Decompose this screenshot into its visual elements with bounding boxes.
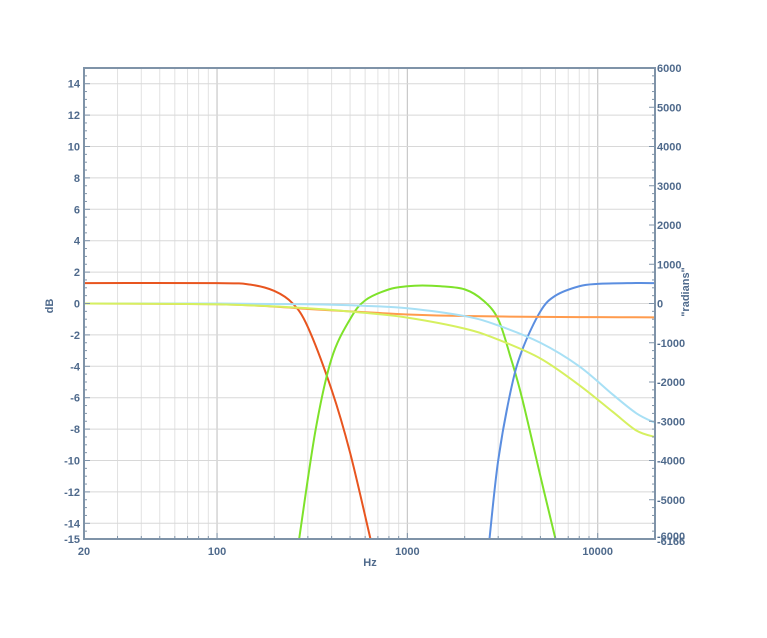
y-tick-label: -14 [64, 518, 81, 530]
y2-tick-label: 4000 [657, 142, 681, 154]
y2-tick-label: -6000 [657, 531, 685, 543]
y2-tick-label: 6000 [657, 63, 681, 75]
series-line-3 [488, 282, 655, 539]
y-tick-label: -8 [70, 424, 80, 436]
y-tick-label: 6 [74, 204, 80, 216]
series-line-5 [84, 302, 655, 424]
axes: 14121086420-2-4-6-8-10-12-14-15600050004… [64, 63, 685, 558]
y-tick-label: -12 [64, 487, 80, 499]
x-tick-label: 10000 [582, 546, 613, 558]
y2-tick-label: -3000 [657, 416, 685, 428]
y-tick-label: -4 [70, 361, 81, 373]
y2-tick-label: 5000 [657, 102, 681, 114]
y2-tick-label: -4000 [657, 456, 685, 468]
y2-tick-label: 1000 [657, 259, 681, 271]
series-line-6 [84, 302, 655, 438]
y-axis-label: dB [44, 299, 56, 314]
series-group [84, 281, 655, 539]
series-line-2 [298, 284, 557, 539]
y-tick-label: -10 [64, 456, 80, 468]
y2-tick-label: -6166 [657, 536, 685, 548]
series-line-1 [84, 281, 372, 539]
y2-tick-label: 3000 [657, 181, 681, 193]
y2-tick-label: -1000 [657, 338, 685, 350]
grid [83, 68, 656, 539]
y-tick-label: 0 [74, 299, 80, 311]
y-tick-label: 14 [68, 79, 81, 91]
y-tick-label: 2 [74, 267, 80, 279]
y2-tick-label: -2000 [657, 377, 685, 389]
x-tick-label: 20 [78, 546, 90, 558]
x-tick-label: 100 [208, 546, 226, 558]
x-tick-label: 1000 [395, 546, 419, 558]
y2-axis-label: "radians" [680, 267, 692, 317]
y-tick-label: 4 [74, 236, 81, 248]
y-tick-label: -6 [70, 393, 80, 405]
y2-tick-label: 0 [657, 299, 663, 311]
y2-tick-label: -5000 [657, 495, 685, 507]
y2-tick-label: 2000 [657, 220, 681, 232]
x-axis-label: Hz [363, 557, 377, 569]
y-tick-label: -2 [70, 330, 80, 342]
y-tick-label: 8 [74, 173, 80, 185]
y-tick-label: 12 [68, 110, 80, 122]
y-tick-label: 10 [68, 142, 80, 154]
y-tick-label: -15 [64, 534, 80, 546]
